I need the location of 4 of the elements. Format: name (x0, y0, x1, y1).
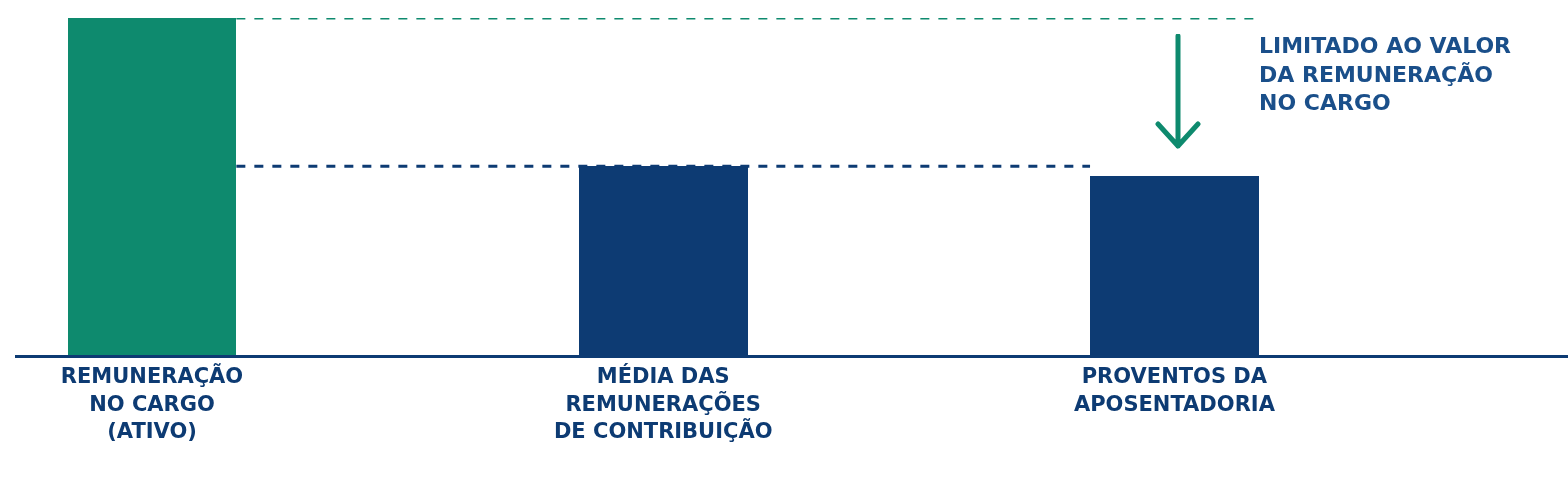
x-tick-label: PROVENTOS DA APOSENTADORIA (1073, 364, 1276, 416)
x-tick-label: REMUNERAÇÃO NO CARGO (ATIVO) (60, 363, 244, 443)
annotation: LIMITADO AO VALOR DA REMUNERAÇÃO NO CARGO (1259, 33, 1512, 116)
x-tick-label: MÉDIA DAS REMUNERAÇÕES DE CONTRIBUIÇÃO (553, 363, 773, 443)
